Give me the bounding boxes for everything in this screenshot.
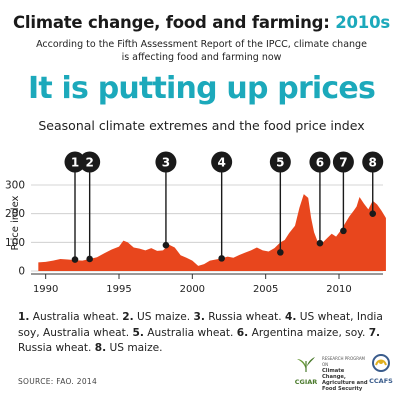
cgiar-leaf-icon [297, 357, 315, 372]
legend-number-8: 8. [94, 342, 107, 354]
program-line-2: Agriculture and [322, 380, 368, 386]
legend-number-3: 3. [193, 311, 205, 323]
title-text: Climate change, food and farming: [13, 13, 336, 32]
x-tick-label-2000: 2000 [180, 284, 205, 295]
event-badge-6 [309, 151, 331, 173]
legend-text-6: Argentina maize, soy. [248, 326, 369, 339]
ccafs-logo: CCAFS [366, 353, 396, 385]
page-subtitle: According to the Fifth Assessment Report… [0, 38, 403, 64]
event-badge-1 [64, 151, 86, 173]
price-index-chart: 0 100 200 300 1990 1995 2000 2005 2010 Price inde… [5, 151, 386, 295]
ccafs-emblem-icon [372, 354, 390, 372]
x-tick-label-2010: 2010 [326, 284, 351, 295]
y-axis-label: Price index [10, 195, 21, 250]
program-logo-text: RESEARCH PROGRAM ON Climate Change, Agri… [322, 356, 368, 392]
legend-text-4: US wheat, India soy, Australia wheat. [18, 311, 383, 339]
event-badge-8 [362, 151, 384, 173]
chart-subheadline: Seasonal climate extremes and the food p… [38, 118, 365, 133]
event-badge-4 [211, 151, 233, 173]
y-tick-label-0: 0 [18, 266, 25, 278]
legend-number-7: 7. [368, 326, 381, 339]
event-badge-label-8: 8 [369, 155, 377, 169]
event-badge-label-5: 5 [276, 155, 284, 169]
cgiar-logo-text: CGIAR [294, 378, 318, 386]
subtitle-line-2: is affecting food and farming now [121, 52, 282, 63]
legend-text-3: Russia wheat. [204, 311, 285, 323]
y-tick-label-100: 100 [5, 237, 25, 249]
event-badge-label-4: 4 [217, 155, 225, 169]
event-badge-3 [155, 151, 177, 173]
price-area-series [38, 194, 386, 271]
event-dot-6 [316, 239, 324, 247]
legend-text-2: US maize. [133, 311, 194, 323]
event-dot-3 [162, 241, 170, 249]
y-tick-label-300: 300 [5, 180, 25, 192]
event-dot-4 [218, 255, 225, 262]
x-tick-label-2005: 2005 [253, 284, 278, 295]
event-badge-label-3: 3 [162, 155, 170, 169]
event-badge-label-1: 1 [71, 155, 79, 169]
legend-number-5: 5. [132, 326, 144, 339]
event-badge-5 [269, 151, 291, 173]
program-line-3: Food Security [322, 386, 363, 392]
subtitle-line-1: According to the Fifth Assessment Report… [36, 39, 367, 50]
x-tick-label-1995: 1995 [106, 284, 131, 295]
event-badge-7 [332, 151, 354, 173]
headline: It is putting up prices [27, 71, 376, 106]
legend-text-7: Russia wheat. [18, 342, 95, 354]
title-year: 2010s [335, 13, 390, 32]
event-badge-label-7: 7 [339, 155, 347, 169]
x-tick-label-1990: 1990 [33, 284, 58, 295]
event-dot-5 [277, 249, 284, 256]
page-title: Climate change, food and farming: 2010s [0, 13, 403, 32]
event-badge-label-2: 2 [85, 155, 93, 169]
program-small-text: RESEARCH PROGRAM ON [322, 356, 366, 367]
program-line-1: Climate Change, [322, 368, 346, 380]
event-dot-7 [340, 227, 347, 235]
event-dot-1 [71, 256, 79, 263]
event-legend: 1. Australia wheat. 2. US maize. 3. Russ… [18, 310, 386, 357]
event-badge-label-6: 6 [316, 155, 324, 169]
legend-text-1: Australia wheat. [29, 311, 123, 323]
event-dot-2 [86, 255, 93, 263]
legend-text-8: US maize. [106, 342, 163, 354]
legend-number-1: 1. [18, 311, 30, 323]
legend-number-4: 4. [284, 311, 297, 323]
ccafs-logo-text: CCAFS [369, 377, 393, 385]
event-badge-2 [79, 151, 101, 173]
legend-text-5: Australia wheat. [143, 326, 237, 339]
cgiar-logo: CGIAR [293, 355, 319, 386]
legend-number-2: 2. [122, 311, 134, 323]
source-note: SOURCE: FAO. 2014 [18, 377, 98, 386]
event-dot-8 [369, 210, 377, 217]
y-tick-label-200: 200 [5, 208, 25, 220]
legend-number-6: 6. [236, 326, 249, 339]
